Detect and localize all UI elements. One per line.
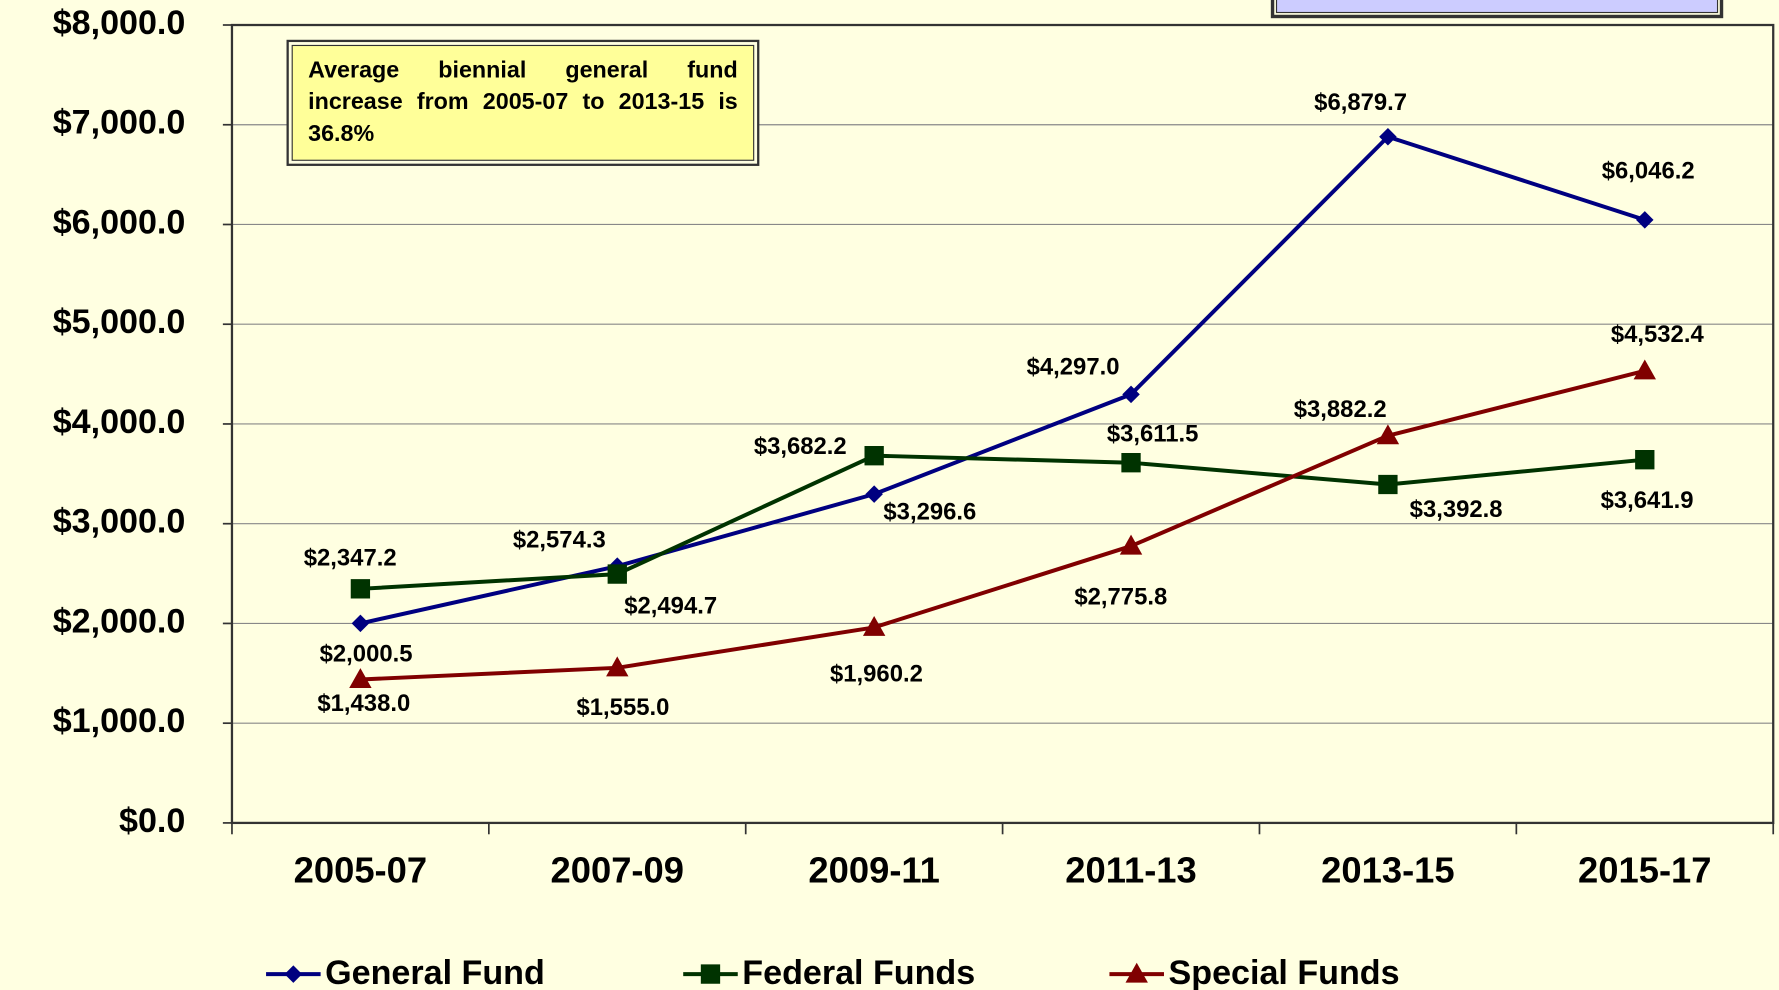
data-label: $1,555.0 xyxy=(577,694,670,721)
info-box xyxy=(1275,0,1719,14)
x-tick-label: 2011-13 xyxy=(1065,850,1196,891)
data-point xyxy=(1379,127,1397,146)
data-point xyxy=(1119,534,1143,555)
legend-marker xyxy=(700,964,721,984)
data-point xyxy=(606,656,629,677)
x-tick-label: 2007-09 xyxy=(551,850,684,891)
data-point xyxy=(1636,211,1654,229)
data-label: $3,682.2 xyxy=(754,433,847,460)
x-tick-label: 2013-15 xyxy=(1321,850,1454,891)
data-label: $2,347.2 xyxy=(304,545,397,572)
data-point xyxy=(350,579,371,599)
legend-label: Special Funds xyxy=(1169,954,1400,990)
data-label: $4,297.0 xyxy=(1027,353,1120,380)
data-point xyxy=(607,564,627,584)
data-point xyxy=(1122,385,1140,404)
legend-item: General Fund xyxy=(266,954,545,990)
annotation: Average biennial general fund increase f… xyxy=(308,56,738,147)
data-label: $2,494.7 xyxy=(624,592,717,619)
x-tick-label: 2005-07 xyxy=(294,850,427,891)
annotation-holder: Average biennial general fund increase f… xyxy=(308,56,738,147)
legend-item: Special Funds xyxy=(1109,954,1400,990)
data-label: $2,574.3 xyxy=(513,526,606,553)
data-label: $3,882.2 xyxy=(1294,396,1387,423)
x-tick-label: 2009-11 xyxy=(808,850,939,891)
data-label: $3,392.8 xyxy=(1410,496,1503,523)
data-label: $1,438.0 xyxy=(317,690,410,717)
y-tick-label: $4,000.0 xyxy=(53,403,186,441)
data-label: $1,960.2 xyxy=(830,660,923,687)
data-point xyxy=(865,485,883,503)
series-line xyxy=(360,453,1645,591)
data-label: $6,046.2 xyxy=(1602,157,1695,184)
data-point xyxy=(1633,359,1656,380)
data-label: $3,641.9 xyxy=(1601,487,1694,514)
x-tick-label: 2015-17 xyxy=(1578,850,1711,891)
y-tick-label: $0.0 xyxy=(119,802,185,840)
y-tick-label: $6,000.0 xyxy=(53,203,186,241)
data-point xyxy=(1376,424,1400,445)
y-tick-label: $7,000.0 xyxy=(53,104,186,142)
data-label: $4,532.4 xyxy=(1611,321,1705,348)
data-point xyxy=(1635,450,1655,470)
data-point xyxy=(862,616,886,636)
y-tick-label: $3,000.0 xyxy=(53,503,186,541)
legend-label: General Fund xyxy=(325,954,545,990)
legend-label: Federal Funds xyxy=(742,954,975,990)
series-line xyxy=(360,368,1646,682)
data-point xyxy=(1378,474,1398,495)
data-point xyxy=(349,668,372,689)
data-point xyxy=(864,445,884,466)
y-tick-label: $2,000.0 xyxy=(53,602,186,640)
annotation-box xyxy=(291,44,755,161)
data-label: $6,879.7 xyxy=(1314,89,1407,116)
data-label: $2,775.8 xyxy=(1074,584,1167,611)
data-label: $3,296.6 xyxy=(883,499,976,526)
legend-marker xyxy=(284,965,303,983)
data-label: $3,611.5 xyxy=(1107,421,1199,448)
y-tick-label: $8,000.0 xyxy=(53,4,186,42)
data-point xyxy=(1121,453,1141,473)
legend-item: Federal Funds xyxy=(683,954,975,990)
legend-marker xyxy=(1125,962,1148,983)
data-label: $2,000.5 xyxy=(320,641,413,668)
data-point xyxy=(351,614,370,633)
y-tick-label: $5,000.0 xyxy=(53,303,186,341)
y-tick-label: $1,000.0 xyxy=(53,702,186,740)
